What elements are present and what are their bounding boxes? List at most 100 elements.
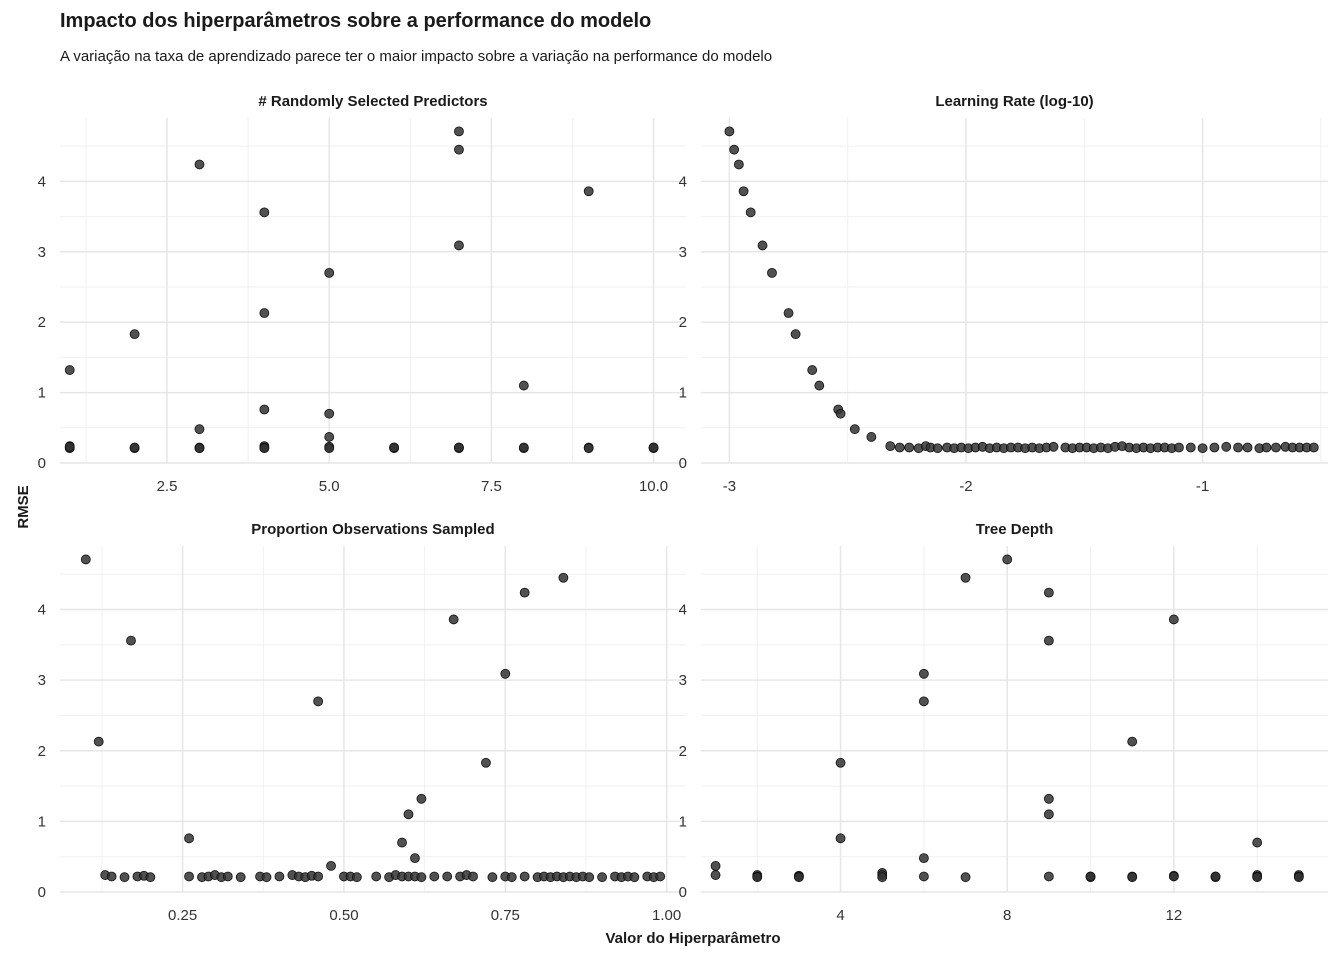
panel-title: Tree Depth [976,521,1054,538]
panel-title: Learning Rate (log-10) [935,93,1093,110]
data-point [1233,442,1243,453]
y-tick-label: 3 [679,244,687,261]
data-point [794,872,804,883]
data-point [583,443,594,454]
data-point [767,267,777,278]
data-point [1043,635,1054,646]
data-point [518,380,529,391]
data-point [468,871,478,882]
data-point [324,267,335,278]
data-point [389,442,399,453]
data-point [757,240,768,251]
y-tick-label: 0 [38,884,46,901]
data-point [397,837,407,848]
data-point [558,572,569,583]
panel-title: # Randomly Selected Predictors [258,93,487,110]
facet-panel: # Randomly Selected Predictors 0 1 2 3 4 2.5 5.… [38,93,686,495]
data-point [326,860,336,871]
data-point [416,872,427,883]
x-tick-label: 12 [1166,907,1183,924]
data-point [1043,587,1054,598]
data-point [64,441,75,452]
data-point [1185,442,1196,453]
y-tick-label: 1 [38,385,46,402]
data-point [222,871,233,882]
data-point [119,872,130,883]
data-point [1043,793,1054,804]
data-point [597,872,608,883]
data-point [259,207,270,218]
x-tick-label: -1 [1196,478,1209,495]
data-point [518,442,529,453]
data-point [932,443,943,454]
data-point [849,424,860,435]
y-tick-label: 2 [679,743,687,760]
data-point [1168,871,1179,882]
data-point [783,308,794,318]
chart-title: Impacto dos hiperparâmetros sobre a perf… [60,10,652,32]
x-tick-label: 7.5 [481,478,502,495]
data-point [93,736,104,747]
data-point [429,871,440,882]
data-point [481,757,491,768]
data-point [324,408,335,419]
data-point [1174,442,1184,453]
x-tick-label: 1.00 [652,907,681,924]
data-point [454,126,464,137]
data-point [403,809,414,820]
data-point [885,441,896,452]
data-point [866,432,877,442]
data-point [629,872,640,883]
data-point [1252,872,1263,883]
data-point [1043,809,1054,820]
data-point [106,871,117,882]
y-tick-label: 2 [38,314,46,331]
data-point [648,442,659,453]
y-tick-label: 3 [38,672,46,689]
data-point [506,872,517,883]
data-point [129,329,140,340]
data-point [324,443,335,454]
data-point [500,668,511,679]
data-point [324,432,335,442]
data-point [918,696,929,707]
x-tick-label: 2.5 [157,478,178,495]
facet-panel: Learning Rate (log-10) 0 1 2 3 4 -3 -2 -1 [679,93,1328,495]
data-point [724,126,735,137]
data-point [1002,554,1013,565]
data-point [416,793,427,804]
data-point [410,853,420,864]
data-point [64,365,75,375]
data-point [235,872,246,883]
facet-panel: Proportion Observations Sampled 0 1 2 3 4 0.25… [38,521,686,924]
data-point [194,424,205,435]
data-point [261,872,272,883]
data-point [918,871,929,882]
data-point [1043,871,1054,882]
data-point [894,442,905,453]
data-point [1127,872,1138,883]
x-tick-label: 4 [836,907,844,924]
y-tick-label: 1 [679,385,687,402]
data-point [1085,871,1096,882]
data-point [184,833,194,844]
data-point [583,186,594,197]
data-point [1308,442,1319,453]
data-point [814,380,825,391]
data-point [1210,871,1221,882]
data-point [729,144,740,155]
data-point [835,408,846,419]
data-point [1209,442,1220,453]
y-axis-title: RMSE [15,485,32,528]
data-point [454,240,464,251]
y-tick-label: 4 [679,173,687,190]
data-point [918,853,929,864]
x-tick-label: -3 [723,478,736,495]
data-point [1221,441,1232,452]
x-tick-label: 0.25 [168,907,197,924]
data-point [184,871,194,882]
y-tick-label: 4 [679,602,687,619]
data-point [752,872,763,883]
